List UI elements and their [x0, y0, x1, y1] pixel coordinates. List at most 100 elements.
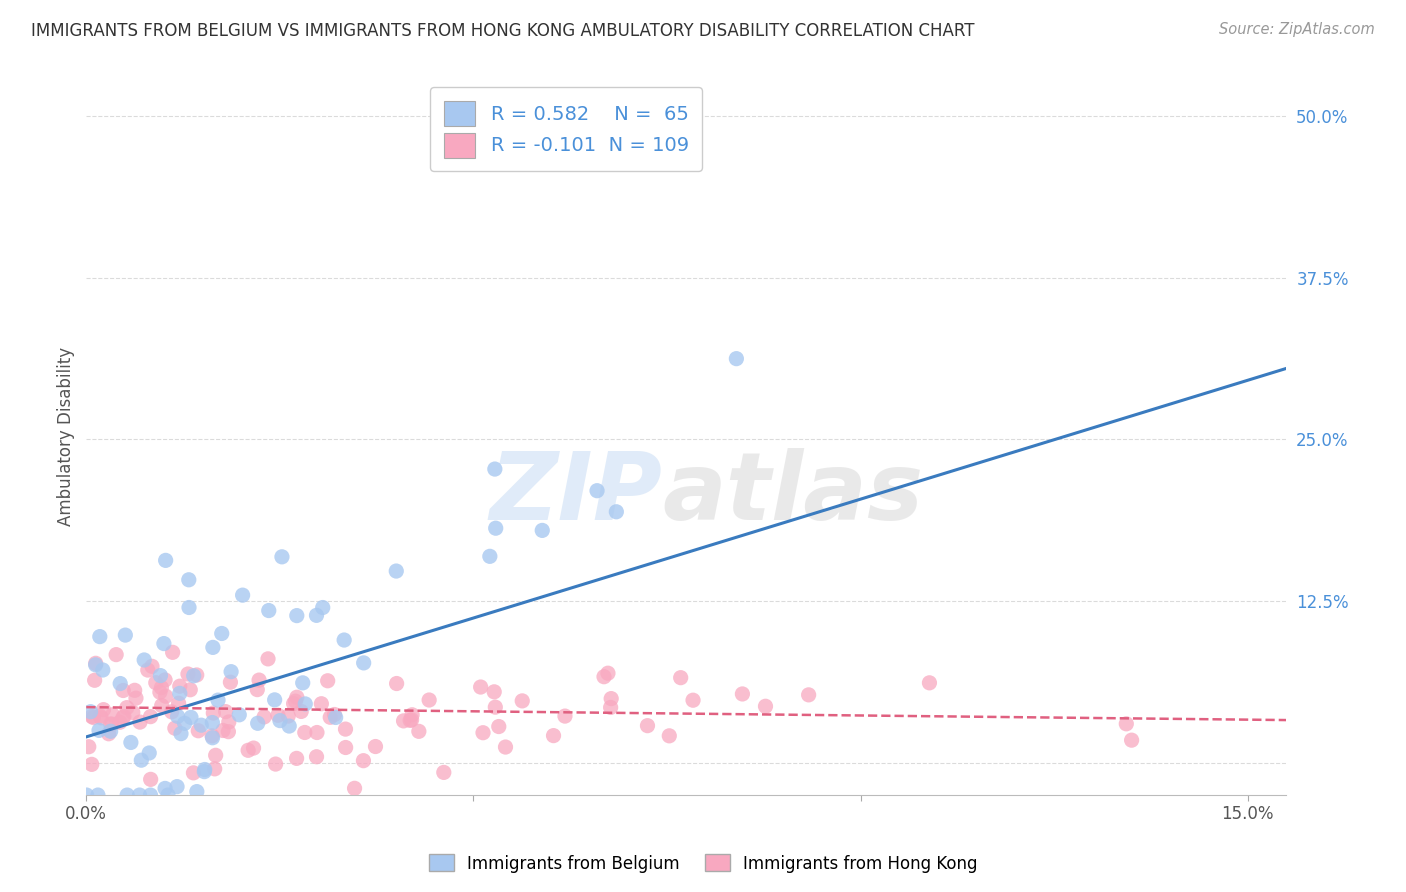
Text: IMMIGRANTS FROM BELGIUM VS IMMIGRANTS FROM HONG KONG AMBULATORY DISABILITY CORRE: IMMIGRANTS FROM BELGIUM VS IMMIGRANTS FR…: [31, 22, 974, 40]
Point: [754, 699, 776, 714]
Point: [433, 765, 456, 780]
Point: [352, 754, 374, 768]
Legend: Immigrants from Belgium, Immigrants from Hong Kong: Immigrants from Belgium, Immigrants from…: [422, 847, 984, 880]
Point: [89, 630, 111, 644]
Point: [478, 549, 501, 564]
Point: [155, 689, 177, 703]
Point: [312, 600, 335, 615]
Point: [285, 608, 308, 623]
Point: [131, 753, 153, 767]
Point: [202, 706, 225, 720]
Point: [408, 724, 430, 739]
Point: [177, 573, 200, 587]
Point: [155, 553, 177, 567]
Point: [277, 709, 299, 723]
Point: [353, 656, 375, 670]
Point: [285, 690, 308, 705]
Point: [364, 739, 387, 754]
Point: [214, 705, 236, 719]
Point: [323, 707, 346, 722]
Point: [156, 788, 179, 802]
Point: [83, 673, 105, 688]
Point: [90, 711, 112, 725]
Point: [484, 462, 506, 476]
Point: [284, 694, 307, 708]
Point: [177, 667, 200, 681]
Point: [263, 693, 285, 707]
Point: [169, 679, 191, 693]
Point: [89, 709, 111, 723]
Point: [418, 693, 440, 707]
Point: [278, 719, 301, 733]
Point: [108, 676, 131, 690]
Point: [134, 653, 156, 667]
Point: [399, 714, 422, 728]
Point: [267, 708, 290, 723]
Point: [290, 705, 312, 719]
Point: [470, 680, 492, 694]
Point: [637, 719, 659, 733]
Point: [219, 665, 242, 679]
Point: [129, 715, 152, 730]
Point: [201, 729, 224, 743]
Point: [91, 663, 114, 677]
Point: [605, 505, 627, 519]
Point: [269, 714, 291, 728]
Point: [211, 626, 233, 640]
Point: [333, 633, 356, 648]
Point: [271, 549, 294, 564]
Point: [531, 524, 554, 538]
Point: [100, 717, 122, 731]
Point: [543, 729, 565, 743]
Point: [97, 727, 120, 741]
Point: [150, 698, 173, 713]
Point: [162, 645, 184, 659]
Point: [186, 784, 208, 798]
Point: [291, 676, 314, 690]
Point: [180, 710, 202, 724]
Point: [120, 735, 142, 749]
Point: [124, 683, 146, 698]
Legend: R = 0.582    N =  65, R = -0.101  N = 109: R = 0.582 N = 65, R = -0.101 N = 109: [430, 87, 703, 171]
Point: [257, 603, 280, 617]
Point: [80, 757, 103, 772]
Point: [264, 757, 287, 772]
Point: [294, 697, 316, 711]
Point: [401, 713, 423, 727]
Point: [87, 788, 110, 802]
Point: [193, 764, 215, 779]
Text: ZIP: ZIP: [489, 448, 662, 540]
Point: [149, 668, 172, 682]
Point: [115, 700, 138, 714]
Point: [77, 739, 100, 754]
Point: [82, 710, 104, 724]
Point: [285, 751, 308, 765]
Point: [1121, 733, 1143, 747]
Point: [79, 705, 101, 719]
Point: [194, 763, 217, 777]
Point: [138, 746, 160, 760]
Point: [599, 700, 621, 714]
Point: [76, 788, 98, 802]
Point: [201, 715, 224, 730]
Point: [173, 716, 195, 731]
Point: [218, 714, 240, 729]
Point: [596, 666, 619, 681]
Point: [257, 652, 280, 666]
Point: [219, 675, 242, 690]
Point: [166, 709, 188, 723]
Point: [201, 640, 224, 655]
Point: [316, 673, 339, 688]
Point: [179, 682, 201, 697]
Point: [343, 781, 366, 796]
Point: [586, 483, 609, 498]
Point: [170, 726, 193, 740]
Point: [149, 685, 172, 699]
Point: [183, 669, 205, 683]
Point: [112, 683, 135, 698]
Point: [84, 657, 107, 671]
Point: [163, 721, 186, 735]
Point: [247, 673, 270, 687]
Point: [731, 687, 754, 701]
Point: [305, 725, 328, 739]
